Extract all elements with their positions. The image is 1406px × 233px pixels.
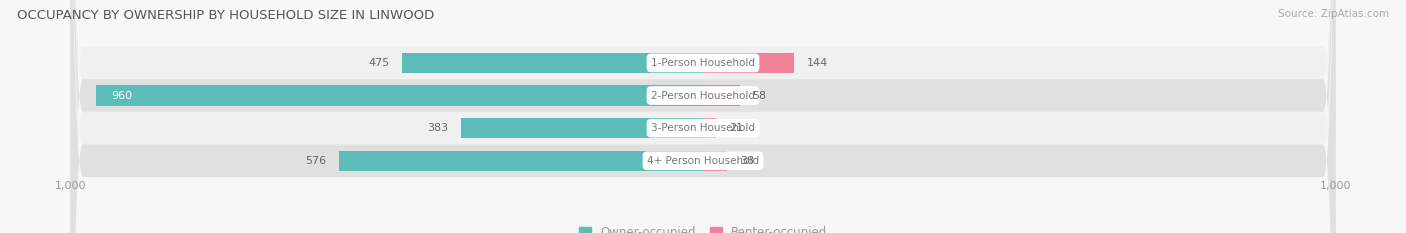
Legend: Owner-occupied, Renter-occupied: Owner-occupied, Renter-occupied [579, 226, 827, 233]
Text: 576: 576 [305, 156, 326, 166]
Bar [703, 53, 794, 73]
Text: 960: 960 [111, 91, 132, 100]
Text: 38: 38 [740, 156, 754, 166]
Bar [703, 118, 716, 138]
Text: 475: 475 [368, 58, 389, 68]
Text: 58: 58 [752, 91, 766, 100]
Text: Source: ZipAtlas.com: Source: ZipAtlas.com [1278, 9, 1389, 19]
Text: 1-Person Household: 1-Person Household [651, 58, 755, 68]
FancyBboxPatch shape [70, 0, 1336, 233]
Text: OCCUPANCY BY OWNERSHIP BY HOUSEHOLD SIZE IN LINWOOD: OCCUPANCY BY OWNERSHIP BY HOUSEHOLD SIZE… [17, 9, 434, 22]
FancyBboxPatch shape [70, 0, 1336, 233]
Bar [402, 53, 703, 73]
Bar [461, 118, 703, 138]
Bar [339, 151, 703, 171]
FancyBboxPatch shape [70, 0, 1336, 233]
FancyBboxPatch shape [70, 0, 1336, 233]
Text: 3-Person Household: 3-Person Household [651, 123, 755, 133]
Text: 4+ Person Household: 4+ Person Household [647, 156, 759, 166]
Text: 2-Person Household: 2-Person Household [651, 91, 755, 100]
Text: 144: 144 [807, 58, 828, 68]
Bar [703, 151, 727, 171]
Bar [96, 86, 703, 106]
Text: 21: 21 [728, 123, 742, 133]
Text: 383: 383 [427, 123, 449, 133]
Bar [703, 86, 740, 106]
